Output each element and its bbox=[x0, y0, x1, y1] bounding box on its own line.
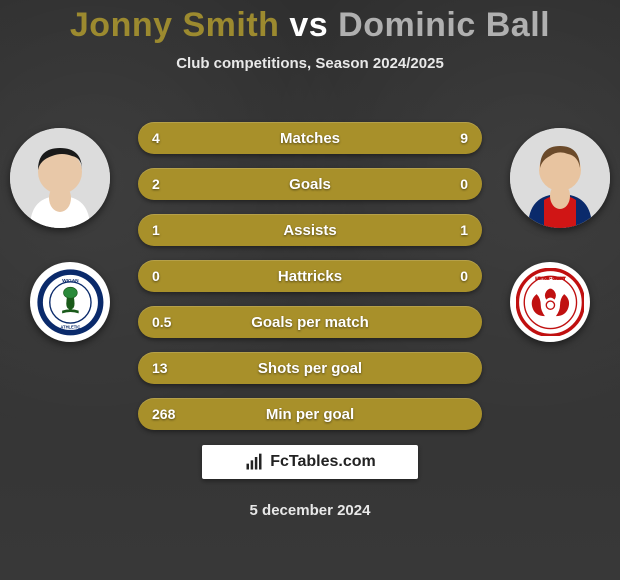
stat-row: 4 Matches 9 bbox=[138, 122, 482, 154]
vs-text: vs bbox=[289, 6, 328, 44]
brand-text: FcTables.com bbox=[270, 453, 376, 471]
page-title: Jonny Smith vs Dominic Ball bbox=[0, 0, 620, 45]
brand-link[interactable]: FcTables.com bbox=[202, 445, 418, 479]
stat-left-value: 13 bbox=[152, 360, 192, 376]
stat-left-value: 4 bbox=[152, 130, 192, 146]
stat-row: 0 Hattricks 0 bbox=[138, 260, 482, 292]
person-icon bbox=[510, 128, 610, 228]
chart-icon bbox=[244, 452, 264, 472]
stat-row: 1 Assists 1 bbox=[138, 214, 482, 246]
player2-avatar bbox=[510, 128, 610, 228]
stat-row: 2 Goals 0 bbox=[138, 168, 482, 200]
subtitle: Club competitions, Season 2024/2025 bbox=[0, 55, 620, 72]
stat-row: 13 Shots per goal bbox=[138, 352, 482, 384]
stats-list: 4 Matches 9 2 Goals 0 1 Assists 1 0 Hatt… bbox=[138, 122, 482, 444]
club-crest-icon: WIGAN ATHLETIC bbox=[36, 268, 105, 337]
stat-row: 268 Min per goal bbox=[138, 398, 482, 430]
player1-avatar bbox=[10, 128, 110, 228]
player1-name: Jonny Smith bbox=[70, 6, 280, 44]
svg-text:WIGAN: WIGAN bbox=[62, 277, 79, 283]
stat-right-value: 1 bbox=[428, 222, 468, 238]
stat-right-value: 0 bbox=[428, 268, 468, 284]
stat-left-value: 2 bbox=[152, 176, 192, 192]
stat-row: 0.5 Goals per match bbox=[138, 306, 482, 338]
club-crest-icon: LEYTON · ORIENT bbox=[516, 268, 585, 337]
stat-right-value: 0 bbox=[428, 176, 468, 192]
player1-club-crest: WIGAN ATHLETIC bbox=[30, 262, 110, 342]
stat-left-value: 268 bbox=[152, 406, 192, 422]
stat-left-value: 1 bbox=[152, 222, 192, 238]
stat-left-value: 0 bbox=[152, 268, 192, 284]
player2-name: Dominic Ball bbox=[338, 6, 550, 44]
date-text: 5 december 2024 bbox=[0, 502, 620, 519]
player2-club-crest: LEYTON · ORIENT bbox=[510, 262, 590, 342]
stat-left-value: 0.5 bbox=[152, 314, 192, 330]
stat-right-value: 9 bbox=[428, 130, 468, 146]
person-icon bbox=[10, 128, 110, 228]
svg-text:ATHLETIC: ATHLETIC bbox=[60, 324, 80, 329]
comparison-card: Jonny Smith vs Dominic Ball Club competi… bbox=[0, 0, 620, 580]
svg-text:LEYTON · ORIENT: LEYTON · ORIENT bbox=[535, 276, 566, 280]
